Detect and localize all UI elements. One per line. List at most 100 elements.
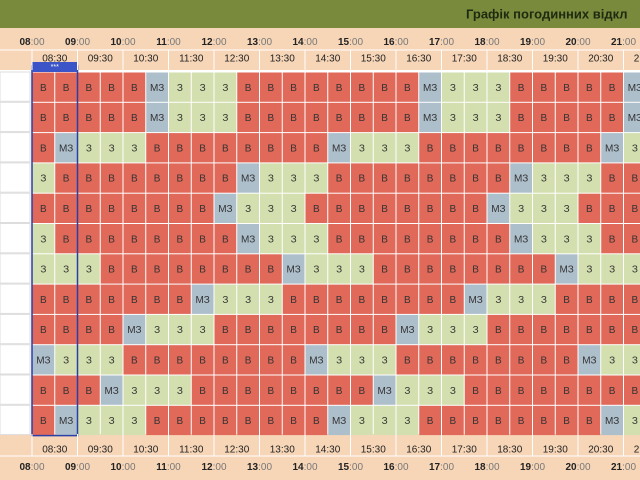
cell [78, 284, 100, 314]
cell-status: В [268, 416, 275, 427]
cell [214, 314, 237, 345]
cell [442, 405, 464, 436]
cell-status: В [632, 234, 639, 245]
time-label: 08:30 [42, 54, 67, 65]
cell-status: З [632, 265, 638, 276]
cell-status: В [541, 143, 548, 154]
cell-status: В [245, 325, 252, 336]
cell-status: В [245, 113, 252, 124]
cell [578, 102, 601, 133]
cell [464, 72, 487, 102]
cell-status: В [222, 143, 229, 154]
cell-status: З [404, 416, 410, 427]
cell [305, 224, 328, 254]
cell [282, 102, 305, 133]
cell [351, 405, 373, 436]
cell [169, 193, 191, 223]
cell [169, 254, 191, 284]
cell [442, 314, 464, 345]
cell-status: В [359, 174, 366, 185]
cell-status: З [541, 204, 547, 215]
cell [260, 193, 282, 223]
cell-status: В [609, 83, 616, 94]
cell-status: В [450, 143, 457, 154]
cell-status: В [518, 325, 525, 336]
row-label-cell [0, 101, 31, 133]
cell-status: З [586, 265, 592, 276]
cell-status: З [495, 295, 501, 306]
cell [305, 284, 328, 314]
cell [305, 405, 328, 436]
cell-status: В [63, 174, 70, 185]
time-label: 08:00 [19, 462, 44, 473]
cell-status: В [450, 204, 457, 215]
cell-status: З [268, 174, 274, 185]
cell [510, 193, 532, 223]
cell [533, 224, 555, 254]
cell [237, 163, 259, 193]
cell-status: В [108, 174, 115, 185]
cell-status: В [450, 234, 457, 245]
cell-status: З [109, 416, 115, 427]
cell [100, 405, 123, 436]
cell [578, 375, 601, 405]
cell [419, 224, 441, 254]
cell-status: З [154, 386, 160, 397]
row-label-cell [0, 162, 31, 193]
cell [191, 224, 214, 254]
time-minutes: :00 [577, 462, 591, 473]
cell-status: В [154, 174, 161, 185]
cell [487, 193, 510, 223]
cell-status: В [40, 416, 47, 427]
cell-status: З [404, 386, 410, 397]
time-hour: 17 [429, 37, 441, 48]
cell [214, 405, 237, 436]
cell-status: З [586, 174, 592, 185]
cell [100, 72, 123, 102]
cell [123, 314, 146, 345]
cell [396, 224, 419, 254]
cell [533, 405, 555, 436]
time-label: 18:30 [497, 445, 522, 456]
cell-status: З [336, 265, 342, 276]
row-label-cell [0, 344, 31, 375]
cell [464, 405, 487, 436]
cell-status: З [222, 113, 228, 124]
cell-status: З [40, 174, 46, 185]
cell-status: В [290, 143, 297, 154]
cell [146, 193, 168, 223]
cell-status: В [108, 265, 115, 276]
cell [601, 72, 623, 102]
cell [100, 284, 123, 314]
cell [578, 405, 601, 436]
cell [78, 405, 100, 436]
cell [487, 314, 510, 345]
time-label: 08:30 [42, 445, 67, 456]
cell-status: В [495, 386, 502, 397]
cell [237, 345, 259, 375]
cell-status: В [609, 295, 616, 306]
cell-status: В [177, 416, 184, 427]
cell [214, 163, 237, 193]
cell [191, 405, 214, 436]
cell [55, 102, 77, 133]
cell [169, 284, 191, 314]
cell-status: МЗ [423, 83, 437, 94]
cell-status: В [518, 113, 525, 124]
cell [237, 224, 259, 254]
cell-status: В [609, 234, 616, 245]
cell [419, 254, 441, 284]
cell [464, 254, 487, 284]
cell [100, 254, 123, 284]
cell [601, 133, 623, 163]
cell-status: З [177, 386, 183, 397]
cell [442, 102, 464, 133]
cell [373, 375, 396, 405]
row-label-cell [0, 192, 31, 223]
cell [123, 102, 146, 133]
cell-status: В [586, 83, 593, 94]
cell-status: З [495, 113, 501, 124]
cell [555, 405, 578, 436]
cell-status: В [313, 325, 320, 336]
cell-status: В [313, 295, 320, 306]
